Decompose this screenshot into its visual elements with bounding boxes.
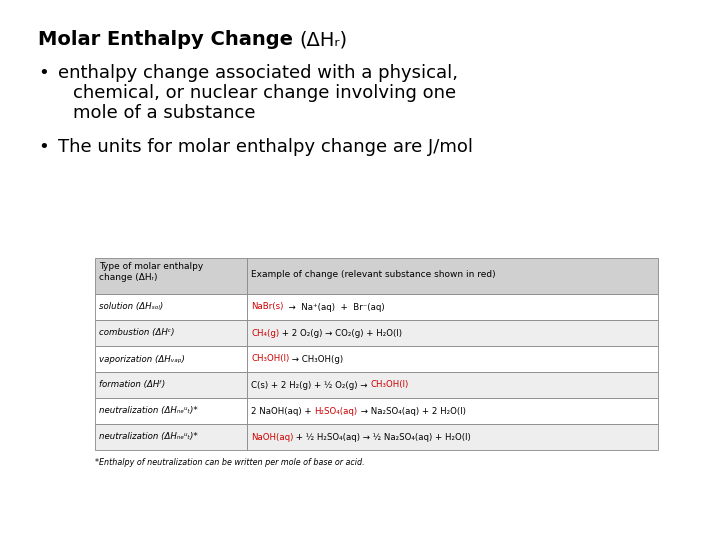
Text: →  Na⁺(aq)  +  Br⁻(aq): → Na⁺(aq) + Br⁻(aq)	[284, 302, 385, 312]
Text: vaporization (ΔHᵥₐₚ): vaporization (ΔHᵥₐₚ)	[99, 354, 185, 363]
Text: CH₄(g): CH₄(g)	[251, 328, 279, 338]
Text: •: •	[38, 64, 49, 82]
Text: chemical, or nuclear change involving one: chemical, or nuclear change involving on…	[73, 84, 456, 102]
Text: combustion (ΔHᶜ): combustion (ΔHᶜ)	[99, 328, 174, 338]
Text: •: •	[38, 138, 49, 156]
Bar	[95, 258, 247, 294]
Text: Molar Enthalpy Change: Molar Enthalpy Change	[38, 30, 300, 49]
Text: + ½ H₂SO₄(aq) → ½ Na₂SO₄(aq) + H₂O(l): + ½ H₂SO₄(aq) → ½ Na₂SO₄(aq) + H₂O(l)	[293, 433, 471, 442]
Text: neutralization (ΔHₙₑᵘₜ)*: neutralization (ΔHₙₑᵘₜ)*	[99, 407, 198, 415]
Bar	[95, 424, 247, 450]
Bar	[95, 398, 247, 424]
Text: NaOH(aq): NaOH(aq)	[251, 433, 293, 442]
Text: enthalpy change associated with a physical,: enthalpy change associated with a physic…	[58, 64, 458, 82]
Bar	[95, 320, 247, 346]
Text: CH₃OH(l): CH₃OH(l)	[370, 381, 408, 389]
Text: + 2 O₂(g) → CO₂(g) + H₂O(l): + 2 O₂(g) → CO₂(g) + H₂O(l)	[279, 328, 402, 338]
Bar	[247, 294, 658, 320]
Text: *Enthalpy of neutralization can be written per mole of base or acid.: *Enthalpy of neutralization can be writt…	[95, 458, 364, 467]
Bar	[247, 346, 658, 372]
Text: C(s) + 2 H₂(g) + ½ O₂(g) →: C(s) + 2 H₂(g) + ½ O₂(g) →	[251, 381, 370, 389]
Bar	[95, 346, 247, 372]
Text: The units for molar enthalpy change are J/mol: The units for molar enthalpy change are …	[58, 138, 473, 156]
Text: → Na₂SO₄(aq) + 2 H₂O(l): → Na₂SO₄(aq) + 2 H₂O(l)	[358, 407, 465, 415]
Bar	[247, 398, 658, 424]
Bar	[95, 294, 247, 320]
Bar	[247, 320, 658, 346]
Text: H₂SO₄(aq): H₂SO₄(aq)	[315, 407, 358, 415]
Bar	[95, 372, 247, 398]
Text: 2 NaOH(aq) +: 2 NaOH(aq) +	[251, 407, 315, 415]
Bar	[247, 424, 658, 450]
Text: (ΔHᵣ): (ΔHᵣ)	[300, 30, 348, 49]
Text: Example of change (relevant substance shown in red): Example of change (relevant substance sh…	[251, 270, 495, 279]
Text: NaBr(s): NaBr(s)	[251, 302, 284, 312]
Bar	[247, 258, 658, 294]
Text: formation (ΔHᶠ): formation (ΔHᶠ)	[99, 381, 166, 389]
Bar	[247, 372, 658, 398]
Text: Type of molar enthalpy
change (ΔHᵣ): Type of molar enthalpy change (ΔHᵣ)	[99, 262, 203, 282]
Text: → CH₃OH(g): → CH₃OH(g)	[289, 354, 343, 363]
Text: CH₃OH(l): CH₃OH(l)	[251, 354, 289, 363]
Text: solution (ΔHₛₒₗ): solution (ΔHₛₒₗ)	[99, 302, 163, 312]
Text: mole of a substance: mole of a substance	[73, 104, 256, 122]
Text: neutralization (ΔHₙₑᵘₜ)*: neutralization (ΔHₙₑᵘₜ)*	[99, 433, 198, 442]
